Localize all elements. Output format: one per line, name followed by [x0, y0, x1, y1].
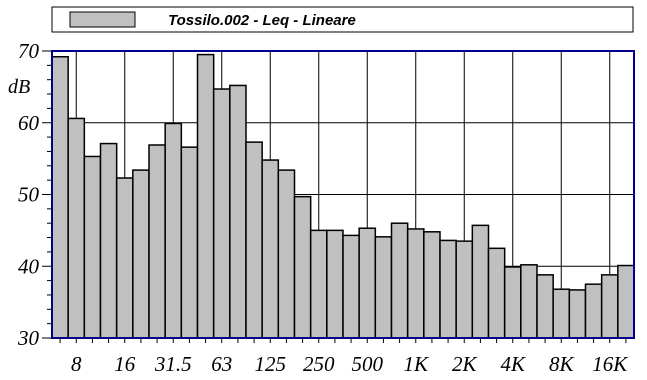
bar	[406, 228, 425, 339]
plot-area: 30 40 50 60 70 8 16 31.5 63 125 250 500 1K 2K 4K 8K 16K	[17, 39, 635, 376]
bar	[132, 169, 150, 339]
legend-swatch	[69, 11, 136, 28]
bar	[99, 142, 118, 339]
bar	[584, 283, 603, 339]
bar	[390, 222, 409, 339]
bar	[148, 144, 166, 339]
x-tick-label: 250	[303, 352, 335, 376]
x-tick-label: 4K	[500, 352, 526, 376]
bar	[67, 117, 86, 339]
bar	[374, 236, 393, 339]
x-tick-label: 8	[71, 352, 82, 376]
bar	[309, 229, 328, 339]
bar	[229, 84, 247, 339]
bar	[455, 240, 474, 339]
bar	[439, 239, 457, 339]
bar	[487, 247, 506, 339]
x-tick-label: 63	[211, 352, 232, 376]
x-tick-label: 125	[255, 352, 287, 376]
bar	[342, 234, 360, 339]
bar	[617, 264, 635, 339]
y-tick-label: 30	[17, 326, 40, 350]
x-tick-label: 16K	[592, 352, 628, 376]
bar	[293, 195, 312, 339]
legend-label: Tossilo.002 - Leq - Lineare	[168, 12, 356, 29]
bar	[471, 224, 490, 339]
x-tick-label: 16	[114, 352, 136, 376]
x-tick-label: 31.5	[154, 352, 192, 376]
x-tick-label: 1K	[403, 352, 429, 376]
bar	[568, 289, 587, 339]
x-tick-label: 8K	[549, 352, 575, 376]
bar	[212, 88, 231, 339]
y-tick-label: 50	[18, 183, 40, 207]
bar	[552, 288, 571, 339]
bar	[261, 159, 280, 339]
bar	[520, 264, 538, 339]
bar	[245, 141, 263, 339]
y-tick-label: 60	[18, 111, 40, 135]
bar	[600, 274, 619, 339]
x-tick-label: 500	[352, 352, 384, 376]
x-tick-label: 2K	[452, 352, 478, 376]
y-axis-unit-label: dB	[8, 76, 30, 98]
bar	[51, 55, 69, 339]
y-tick-label: 70	[18, 39, 40, 63]
bar	[196, 53, 215, 339]
bar	[115, 177, 134, 339]
bar	[277, 169, 296, 339]
bar	[164, 122, 183, 339]
bar	[536, 274, 554, 339]
bar	[423, 231, 441, 339]
bar	[326, 229, 344, 339]
bar	[358, 227, 377, 339]
bar	[180, 146, 199, 339]
y-tick-label: 40	[18, 254, 40, 278]
legend-box: Tossilo.002 - Leq - Lineare	[51, 6, 634, 33]
bar	[83, 155, 102, 339]
bar	[503, 266, 522, 339]
